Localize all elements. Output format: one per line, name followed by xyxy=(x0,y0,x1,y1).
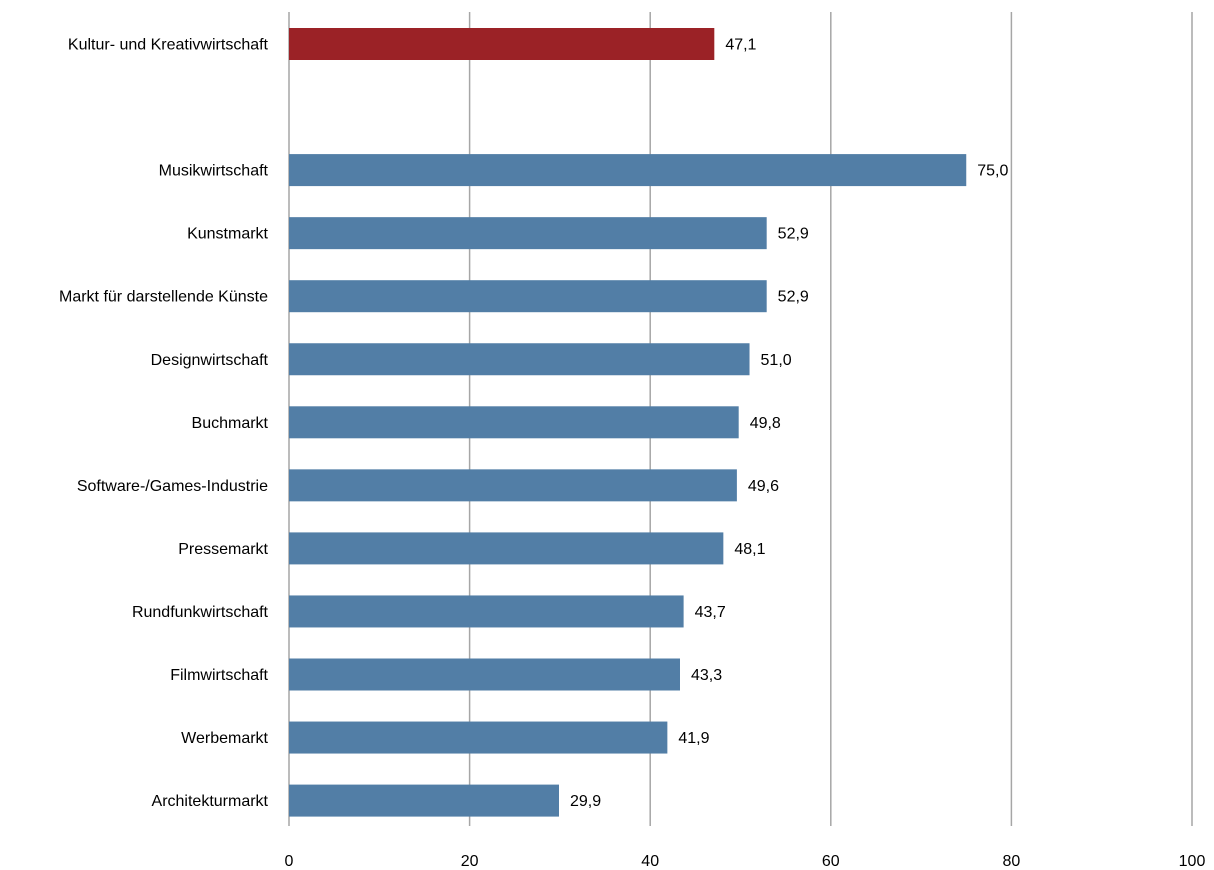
bar xyxy=(289,784,559,817)
category-label: Musikwirtschaft xyxy=(159,163,269,180)
category-label: Kultur- und Kreativwirtschaft xyxy=(68,37,269,54)
category-label: Architekturmarkt xyxy=(152,793,269,810)
bar xyxy=(289,595,684,628)
x-tick-label: 40 xyxy=(641,853,659,870)
bar xyxy=(289,280,767,313)
bar xyxy=(289,28,715,60)
category-label: Buchmarkt xyxy=(192,415,269,432)
category-label: Pressemarkt xyxy=(178,541,268,558)
data-label: 52,9 xyxy=(778,289,809,306)
data-label: 48,1 xyxy=(734,541,765,558)
bar xyxy=(289,217,767,250)
value-labels: 47,1 75,0 52,9 52,9 51,0 49,8 49,6 48,1 43,7 43,3… xyxy=(570,37,1008,811)
data-label: 51,0 xyxy=(761,352,792,369)
x-tick-label: 0 xyxy=(285,853,294,870)
bar xyxy=(289,469,737,502)
x-tick-label: 60 xyxy=(822,853,840,870)
category-label: Designwirtschaft xyxy=(151,352,269,369)
data-label: 29,9 xyxy=(570,793,601,810)
x-tick-label: 100 xyxy=(1179,853,1206,870)
bar xyxy=(289,721,668,754)
data-label: 75,0 xyxy=(977,163,1008,180)
data-label: 52,9 xyxy=(778,226,809,243)
data-label: 47,1 xyxy=(725,37,756,54)
data-label: 49,6 xyxy=(748,478,779,495)
bar xyxy=(289,406,739,439)
data-label: 43,7 xyxy=(695,604,726,621)
category-label: Filmwirtschaft xyxy=(170,667,268,684)
data-label: 41,9 xyxy=(678,730,709,747)
x-tick-label: 20 xyxy=(461,853,479,870)
category-label: Kunstmarkt xyxy=(187,226,268,243)
category-label: Rundfunkwirtschaft xyxy=(132,604,269,621)
data-label: 49,8 xyxy=(750,415,781,432)
category-label: Werbemarkt xyxy=(181,730,268,747)
category-label: Markt für darstellende Künste xyxy=(59,289,268,306)
data-label: 43,3 xyxy=(691,667,722,684)
bar xyxy=(289,658,680,691)
category-labels: Kultur- und Kreativwirtschaft Musikwirtsc… xyxy=(59,37,269,811)
category-label: Software-/Games-Industrie xyxy=(77,478,268,495)
bar xyxy=(289,154,967,187)
bars xyxy=(289,28,967,817)
x-axis-ticks: 0 20 40 60 80 100 xyxy=(285,853,1206,870)
bar xyxy=(289,532,724,565)
x-tick-label: 80 xyxy=(1003,853,1021,870)
bar xyxy=(289,343,750,376)
